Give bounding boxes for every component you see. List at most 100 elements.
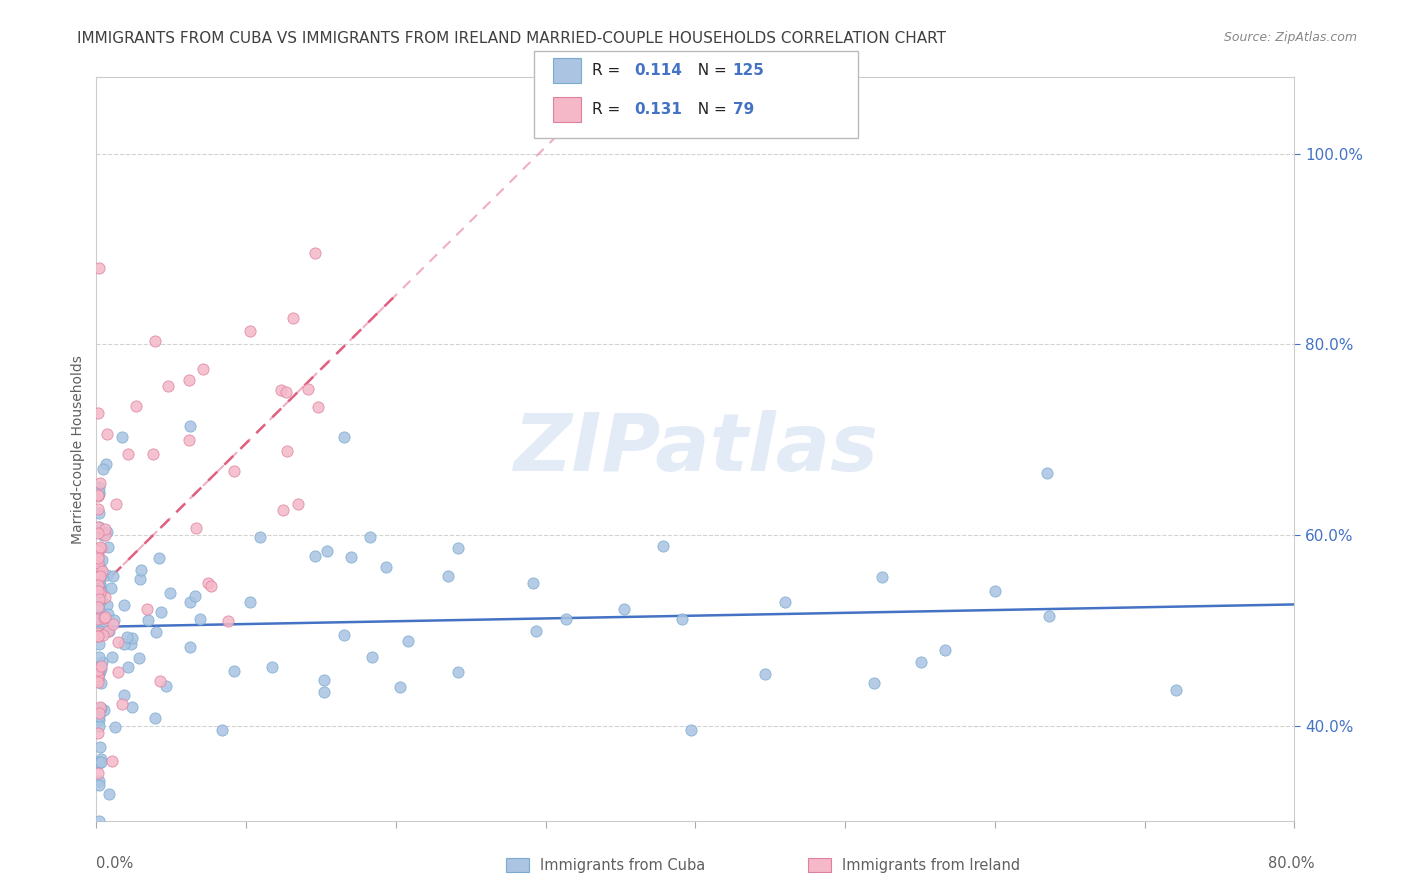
Point xyxy=(89,261,111,276)
Point xyxy=(159,586,181,600)
Point xyxy=(125,399,148,413)
Point xyxy=(97,624,120,639)
Point xyxy=(90,655,112,669)
Point xyxy=(90,592,112,607)
Point xyxy=(89,581,111,595)
Point xyxy=(89,620,111,634)
Point xyxy=(276,444,298,458)
Point xyxy=(112,688,135,702)
Point xyxy=(1038,608,1060,623)
Point xyxy=(107,665,129,679)
Point xyxy=(156,379,179,393)
Point xyxy=(90,565,112,579)
Point xyxy=(90,659,112,673)
Point xyxy=(136,613,159,627)
Text: 125: 125 xyxy=(733,63,765,78)
Point xyxy=(103,613,125,627)
Point xyxy=(104,497,127,511)
Point xyxy=(87,556,110,570)
Point xyxy=(87,526,110,541)
Point xyxy=(87,706,110,721)
Point xyxy=(333,430,356,444)
Text: ZIPatlas: ZIPatlas xyxy=(513,410,877,488)
Point xyxy=(90,752,112,766)
Point xyxy=(89,487,111,501)
Point xyxy=(128,650,150,665)
Point xyxy=(91,584,114,599)
Point xyxy=(361,649,384,664)
Point xyxy=(87,502,110,516)
Text: N =: N = xyxy=(688,63,731,78)
Point xyxy=(679,723,702,737)
Point xyxy=(91,462,114,476)
Point xyxy=(100,754,122,768)
Point xyxy=(87,669,110,683)
Point xyxy=(87,583,110,598)
Point xyxy=(87,551,110,566)
Point xyxy=(652,539,675,553)
Point xyxy=(90,553,112,567)
Text: 0.114: 0.114 xyxy=(634,63,682,78)
Point xyxy=(96,598,118,612)
Point xyxy=(110,430,132,444)
Point xyxy=(388,680,411,694)
Point xyxy=(304,549,326,564)
Point xyxy=(96,427,118,442)
Point xyxy=(89,624,111,639)
Point xyxy=(96,525,118,540)
Point xyxy=(89,650,111,665)
Point xyxy=(260,659,283,673)
Point xyxy=(87,599,110,614)
Point xyxy=(177,433,200,447)
Point xyxy=(121,632,143,646)
Point xyxy=(149,674,172,689)
Point xyxy=(145,625,167,640)
Point xyxy=(89,666,111,681)
Text: N =: N = xyxy=(688,103,731,117)
Point xyxy=(89,709,111,723)
Point xyxy=(96,568,118,582)
Point xyxy=(1036,466,1059,480)
Point xyxy=(184,589,207,603)
Point xyxy=(89,700,111,714)
Point xyxy=(179,418,201,433)
Point xyxy=(200,579,222,593)
Point xyxy=(117,447,139,461)
Point xyxy=(89,778,111,792)
Point xyxy=(1164,682,1187,697)
Point xyxy=(128,572,150,586)
Point xyxy=(111,697,134,711)
Point xyxy=(89,484,111,499)
Point xyxy=(197,575,219,590)
Point xyxy=(87,544,110,558)
Point xyxy=(307,400,329,414)
Point xyxy=(89,773,111,788)
Point xyxy=(217,614,239,628)
Point xyxy=(148,550,170,565)
Point xyxy=(143,334,166,348)
Point xyxy=(179,640,201,654)
Point xyxy=(94,590,117,604)
Point xyxy=(150,605,173,619)
Point xyxy=(87,543,110,558)
Point xyxy=(117,660,139,674)
Point xyxy=(89,719,111,733)
Point xyxy=(142,447,165,461)
Point xyxy=(89,665,111,679)
Point xyxy=(222,464,245,478)
Point xyxy=(249,530,271,544)
Point xyxy=(193,362,215,376)
Point xyxy=(89,592,111,607)
Point xyxy=(89,814,111,828)
Point xyxy=(87,489,110,503)
Point xyxy=(90,541,112,555)
Text: 79: 79 xyxy=(733,103,754,117)
Point xyxy=(90,701,112,715)
Text: 0.0%: 0.0% xyxy=(96,856,132,871)
Point xyxy=(89,637,111,651)
Point xyxy=(90,662,112,676)
Point xyxy=(103,617,125,632)
Point xyxy=(90,676,112,690)
Point xyxy=(87,548,110,562)
Point xyxy=(314,685,336,699)
